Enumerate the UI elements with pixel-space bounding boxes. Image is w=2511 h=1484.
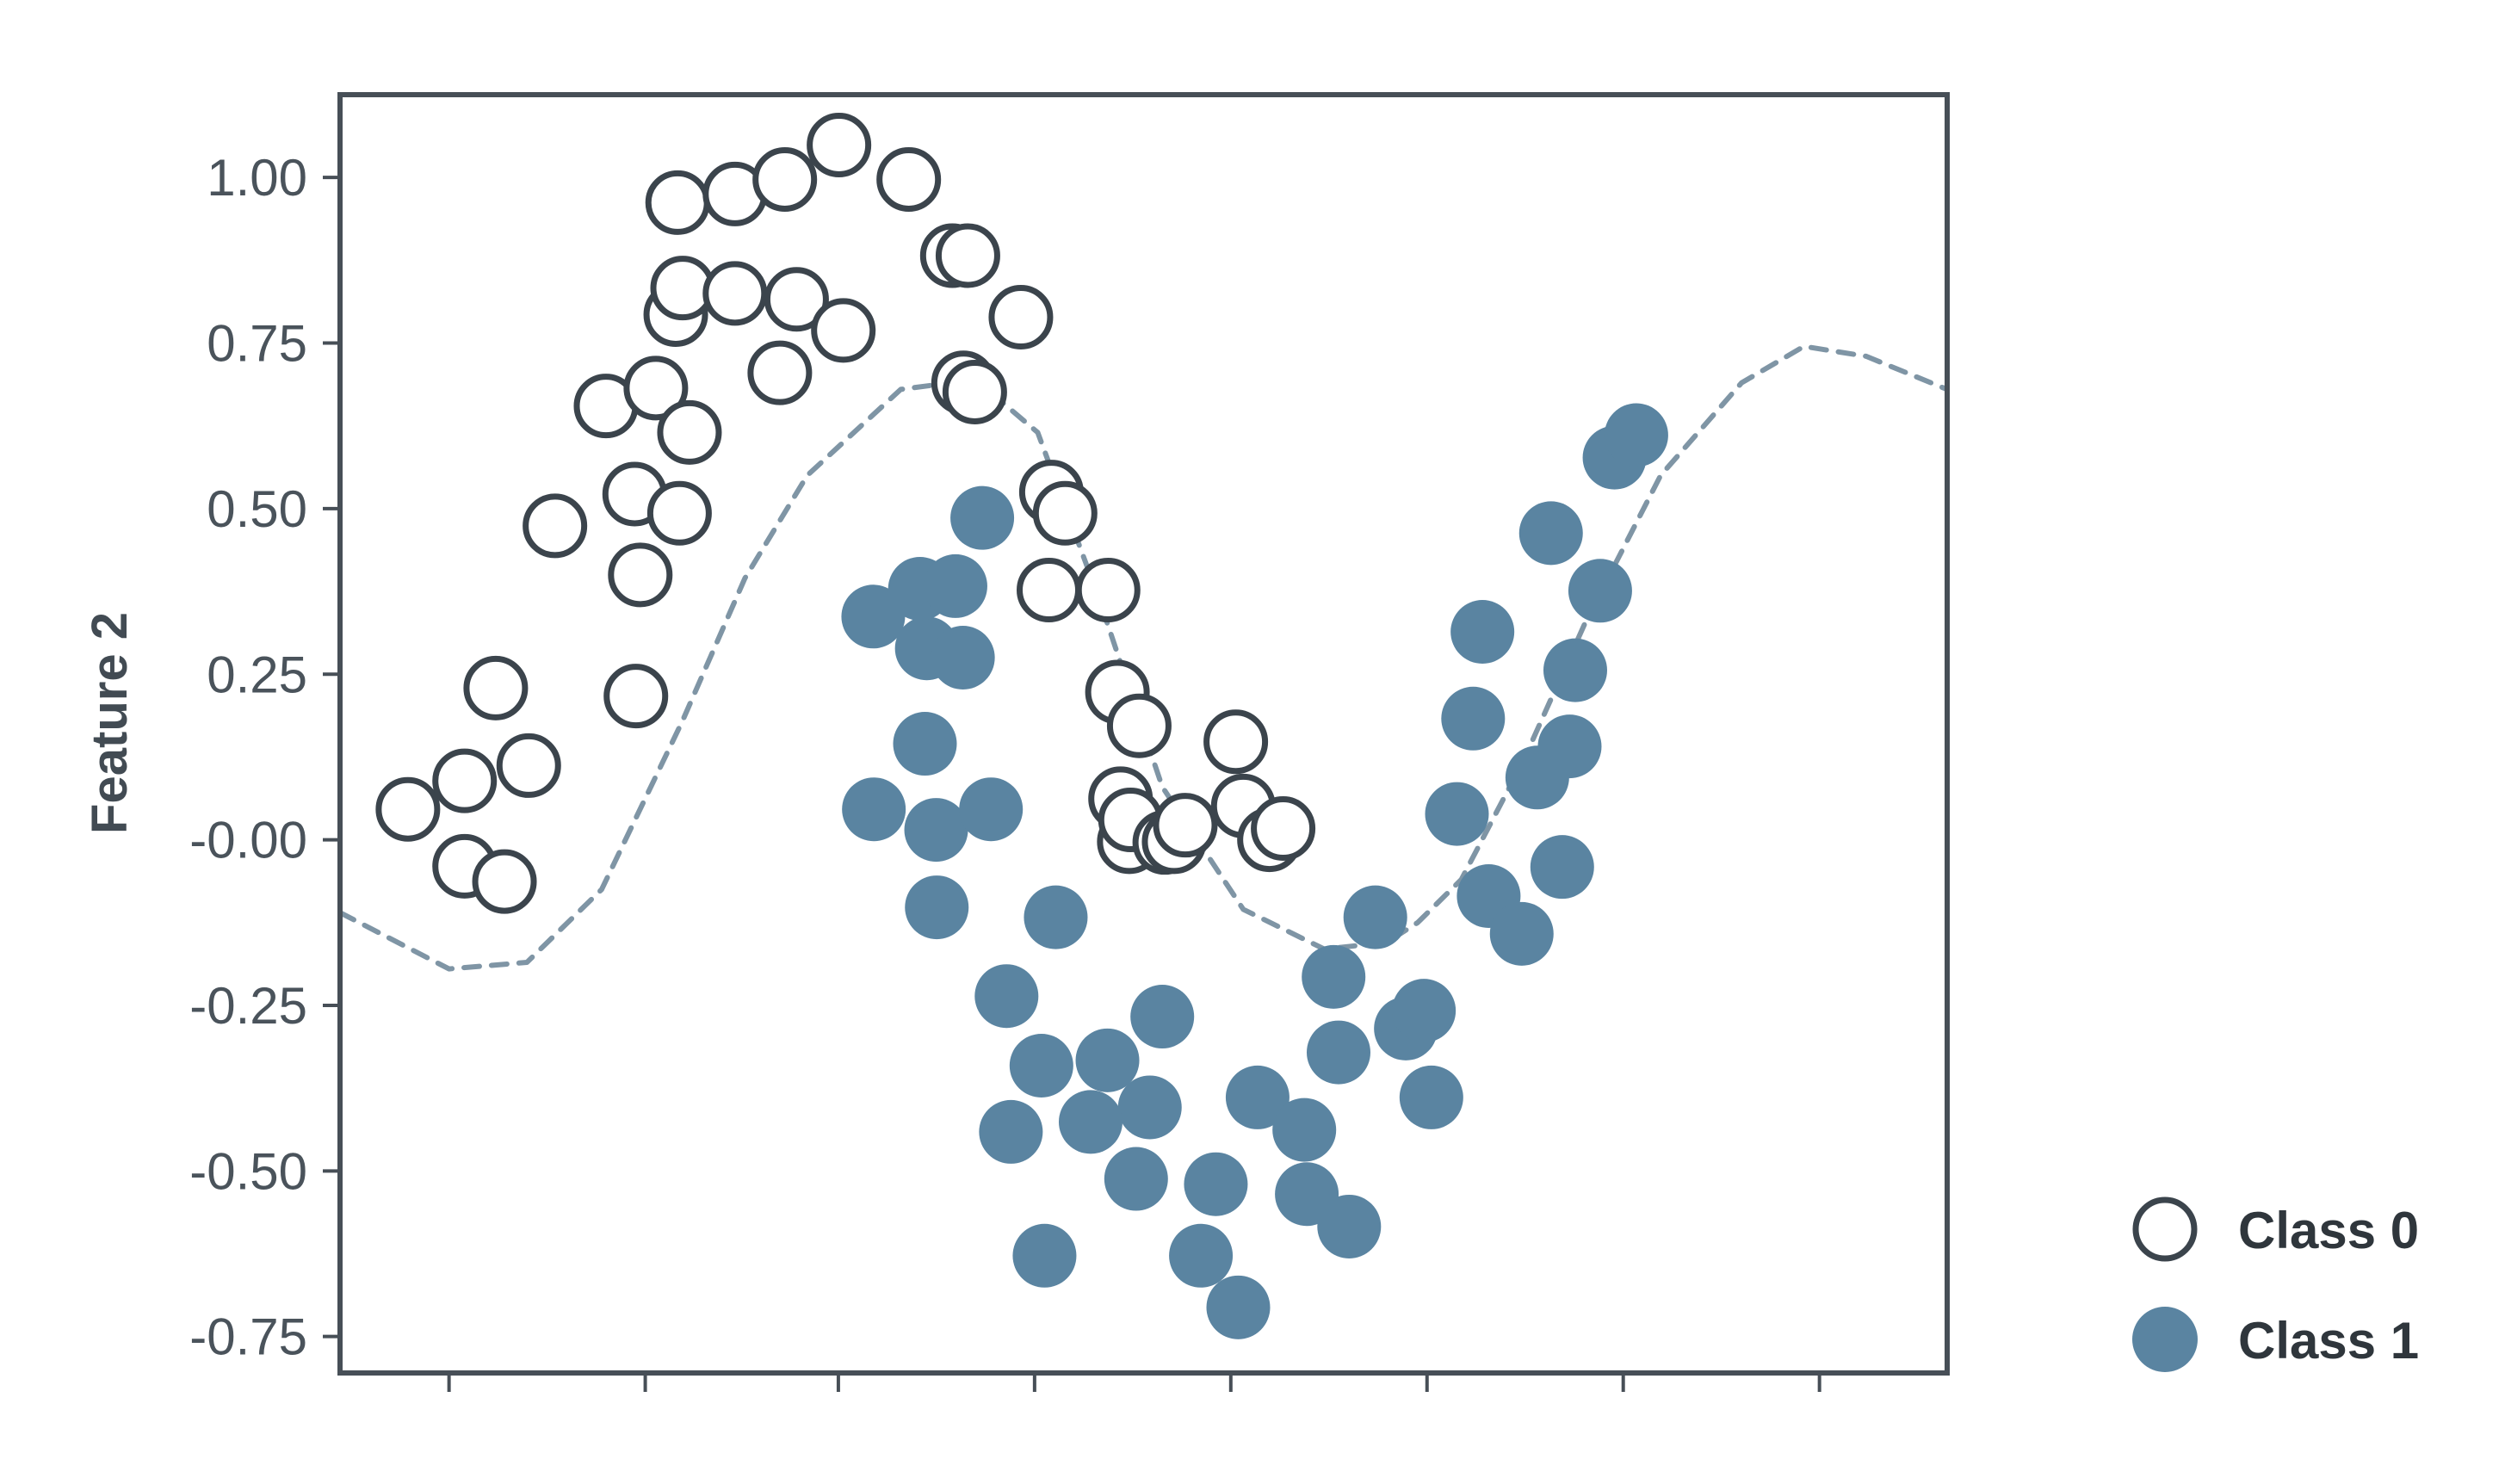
class-0-point xyxy=(1017,558,1082,623)
class-1-point xyxy=(1518,501,1583,566)
class-1-point xyxy=(974,964,1039,1029)
class-1-point xyxy=(931,626,995,690)
y-tick-label: 0.25 xyxy=(207,646,307,703)
class-1-point xyxy=(1399,1065,1463,1129)
class-0-point xyxy=(463,655,529,720)
decision-boundary-line xyxy=(340,343,1947,972)
class-0-point xyxy=(1153,793,1218,858)
y-tick-label: -0.75 xyxy=(189,1308,307,1366)
class-1-point xyxy=(979,1099,1043,1164)
class-1-point xyxy=(1272,1098,1337,1162)
class-1-point xyxy=(1543,638,1607,702)
plot-area xyxy=(340,112,1947,1339)
class-1-point xyxy=(1024,885,1088,949)
class-1-point xyxy=(1530,835,1594,900)
legend-class-1-marker xyxy=(2132,1307,2198,1372)
class-1-point xyxy=(1009,1033,1073,1098)
class-1-point xyxy=(1117,1075,1182,1140)
class-1-point xyxy=(923,553,987,618)
class-1-point xyxy=(1392,979,1457,1043)
class-0-point xyxy=(811,298,876,363)
class-1-point xyxy=(1104,1147,1168,1211)
class-1-point xyxy=(950,485,1015,550)
plot-frame xyxy=(337,92,1950,1376)
class-1-point xyxy=(1317,1194,1382,1258)
class-1-point xyxy=(1302,944,1366,1009)
class-1-point xyxy=(905,875,969,940)
class-1-point xyxy=(1075,1028,1140,1092)
y-tick-label: 1.00 xyxy=(207,149,307,207)
class-1-point xyxy=(1604,403,1668,467)
legend: Class 0 Class 1 xyxy=(2132,1196,2419,1372)
class-0-point xyxy=(1251,796,1316,862)
class-0-point xyxy=(942,359,1007,424)
class-1-point xyxy=(1568,559,1632,623)
legend-class-0-marker xyxy=(2132,1196,2198,1262)
class-1-point xyxy=(1343,885,1407,949)
class-0-point xyxy=(752,146,818,212)
class-0-point xyxy=(472,849,537,914)
class-0-point xyxy=(1203,709,1269,775)
class-1-point xyxy=(904,798,968,863)
class-0-point xyxy=(988,285,1054,350)
y-axis-title: Feature 2 xyxy=(82,612,138,834)
y-tick-label: 0.50 xyxy=(207,480,307,538)
legend-class-1-label: Class 1 xyxy=(2238,1312,2419,1370)
class-0-point xyxy=(603,664,669,729)
class-0-point xyxy=(645,170,710,235)
class-0-point xyxy=(764,267,829,332)
class-1-point xyxy=(1206,1275,1271,1339)
class-1-point xyxy=(1184,1152,1248,1216)
class-0-point xyxy=(1032,480,1098,546)
class-1-point xyxy=(1130,985,1195,1049)
class-1-point xyxy=(1058,1090,1123,1154)
class-1-point xyxy=(1441,686,1506,751)
class-0-point xyxy=(646,480,712,546)
y-tick-label: 0.75 xyxy=(207,315,307,373)
class-1-point xyxy=(1169,1223,1234,1288)
y-tick-label: -0.00 xyxy=(189,812,307,869)
y-tick-label: -0.50 xyxy=(189,1142,307,1200)
legend-class-0-label: Class 0 xyxy=(2238,1202,2419,1259)
class-1-point xyxy=(1012,1223,1077,1288)
class-0-point xyxy=(935,223,1000,288)
class-0-point xyxy=(702,261,768,326)
class-0-point xyxy=(747,340,813,405)
class-0-point xyxy=(623,356,689,421)
class-1-point xyxy=(1425,782,1489,846)
class-1-point xyxy=(1307,1020,1371,1085)
class-0-point xyxy=(1075,558,1141,623)
class-0-point xyxy=(375,776,441,842)
class-1-point xyxy=(1225,1065,1290,1129)
class-0-point xyxy=(496,733,561,798)
axes: 1.00 0.75 0.50 0.25 -0.00 -0.25 -0.50 -0.75 xyxy=(189,92,1950,1392)
class-0-point xyxy=(807,112,872,177)
class-1-point xyxy=(893,712,957,776)
class-0-point xyxy=(876,146,942,212)
class-0-point xyxy=(523,493,588,559)
y-tick-label: -0.25 xyxy=(189,977,307,1035)
class-0-point xyxy=(432,748,498,813)
plot-content xyxy=(340,112,1947,1339)
class-1-point xyxy=(1450,600,1515,665)
class-1-point xyxy=(1537,714,1602,779)
class-0-point xyxy=(608,542,673,608)
class-1-point xyxy=(841,584,906,649)
class-1-point xyxy=(1489,901,1554,966)
class-0-point xyxy=(657,399,722,465)
class-1-point xyxy=(959,777,1024,842)
class-0-point xyxy=(1106,693,1172,758)
class-1-point xyxy=(842,777,906,842)
